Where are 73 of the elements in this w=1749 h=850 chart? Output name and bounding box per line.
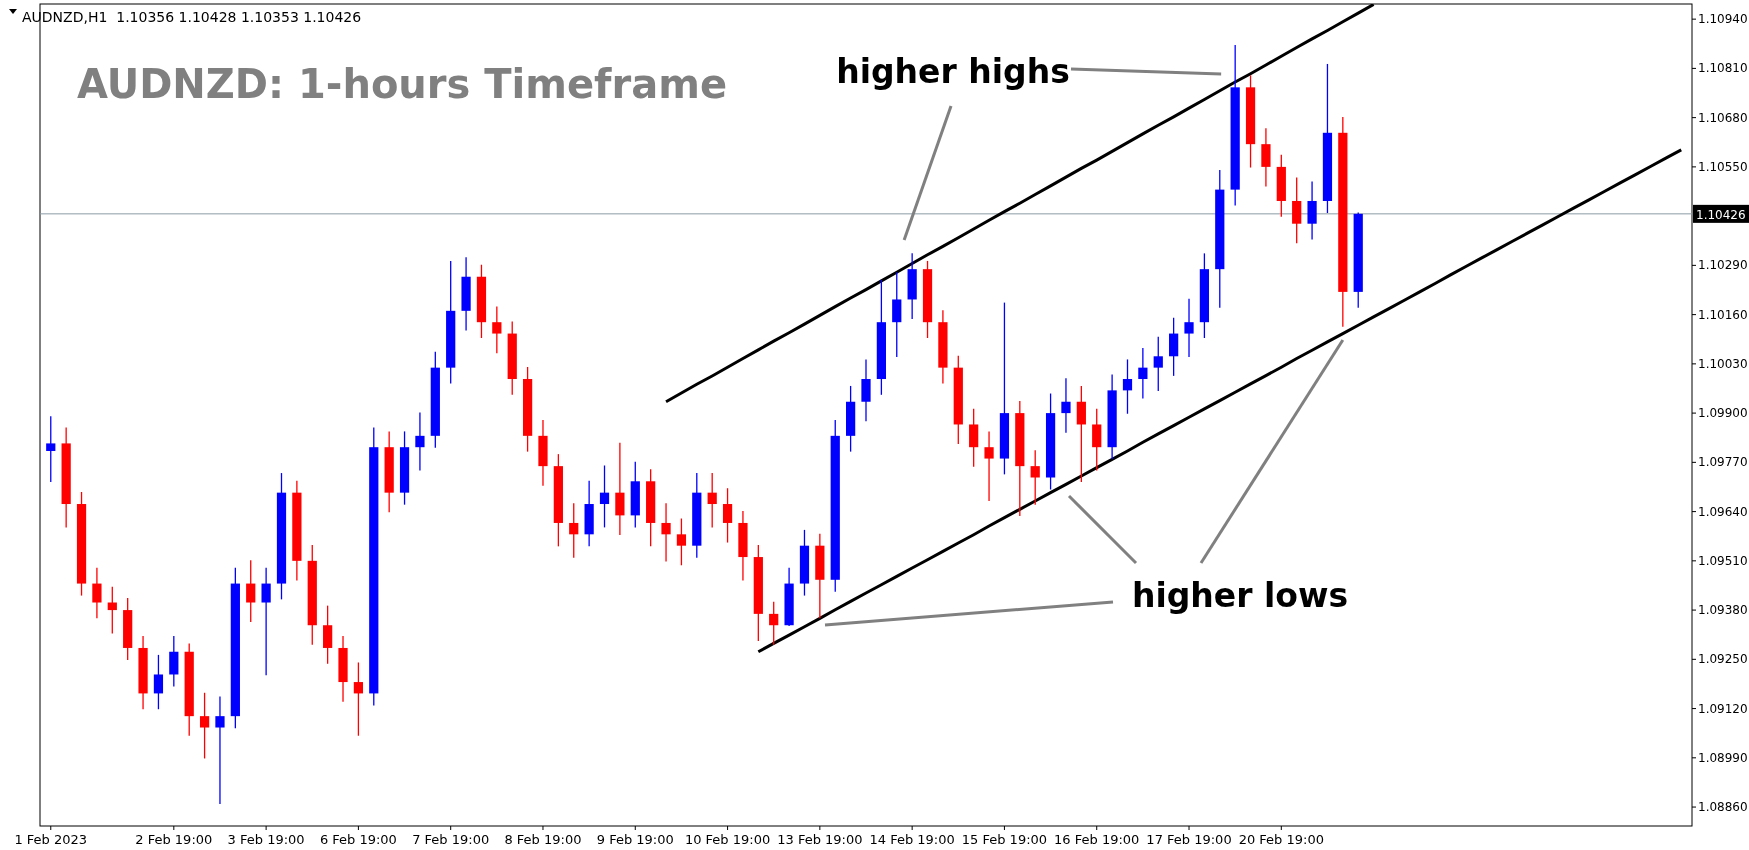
y-tick-label: 1.09510: [1698, 553, 1748, 568]
candlestick: [1184, 298, 1194, 357]
candlestick: [1169, 317, 1179, 376]
candlestick: [246, 560, 256, 623]
candlestick: [1061, 378, 1071, 433]
annotation: higher highs: [836, 52, 1070, 91]
candlestick: [1261, 128, 1271, 187]
y-tick-label: 1.09640: [1698, 504, 1748, 519]
x-tick-label: 9 Feb 19:00: [596, 832, 674, 847]
text: AUDNZD: 1-hours Timeframe: [76, 61, 728, 107]
x-tick-label: 8 Feb 19:00: [504, 832, 582, 847]
x-tick-label: 16 Feb 19:00: [1054, 832, 1140, 847]
candlestick: [415, 412, 425, 471]
y-tick-label: 1.09900: [1698, 406, 1748, 421]
x-tick-label: 20 Feb 19:00: [1238, 832, 1324, 847]
candlestick: [969, 408, 979, 467]
candlestick: [599, 465, 610, 528]
x-tick-label: 6 Feb 19:00: [319, 832, 397, 847]
candlestick: [1030, 450, 1040, 505]
candlestick: [661, 503, 671, 562]
candlestick: [199, 692, 210, 759]
candlestick: [1122, 359, 1133, 414]
y-tick-label: 1.08990: [1698, 750, 1748, 765]
line-series: [756, 148, 1683, 654]
y-tick-label: 1.10290: [1698, 258, 1748, 273]
candlestick: [153, 654, 164, 710]
candlestick: [1092, 408, 1102, 471]
x-tick-label: 13 Feb 19:00: [777, 832, 863, 847]
annotation: AUDNZD,H1 1.10356 1.10428 1.10353 1.10426: [22, 9, 362, 25]
y-tick-label: 1.10680: [1698, 110, 1748, 125]
x-tick-label: 7 Feb 19:00: [412, 832, 490, 847]
y-tick-label: 1.10030: [1698, 356, 1748, 371]
candlestick: [169, 635, 179, 687]
annotation: higher lows: [1131, 576, 1349, 615]
candlestick: [261, 567, 271, 676]
x-tick-label: 2 Feb 19:00: [135, 832, 213, 847]
candlestick: [323, 605, 333, 664]
x-tick-label: 14 Feb 19:00: [869, 832, 955, 847]
candlestick: [984, 431, 994, 501]
candlestick: [353, 662, 364, 736]
x-tick-label: 3 Feb 19:00: [227, 832, 305, 847]
x-tick-label: 15 Feb 19:00: [961, 832, 1048, 847]
y-tick-label: 1.09120: [1698, 701, 1748, 716]
x-tick-label: 10 Feb 19:00: [684, 832, 771, 847]
y-tick-label: 1.09250: [1698, 652, 1748, 667]
candlestick: [722, 488, 733, 543]
candlestick: [1153, 336, 1163, 392]
candlestick: [92, 567, 102, 619]
ref-line-label: 1.10426: [1696, 207, 1746, 222]
candlestick: [769, 601, 779, 645]
y-tick-label: 1.10810: [1698, 61, 1748, 76]
candlestick: [1076, 385, 1086, 482]
candlestick: [107, 586, 117, 634]
candlestick: [892, 272, 902, 357]
candlestick: [492, 306, 502, 354]
candlestick: [569, 503, 579, 558]
candlestick: [1138, 348, 1148, 399]
candlestick: [861, 359, 871, 422]
x-tick-label: 17 Feb 19:00: [1146, 832, 1232, 847]
x-tick-label: 1 Feb 2023: [14, 832, 88, 847]
candlestick: [615, 442, 625, 535]
y-tick-label: 1.10940: [1698, 12, 1748, 27]
candlestick: [46, 416, 56, 482]
y-tick-label: 1.08860: [1698, 800, 1748, 815]
candlestick: [215, 696, 225, 804]
y-tick-label: 1.10550: [1698, 159, 1748, 174]
y-tick-label: 1.10160: [1698, 307, 1748, 322]
y-tick-label: 1.09770: [1698, 455, 1748, 470]
y-tick-label: 1.09380: [1698, 603, 1748, 618]
candlestick: [1292, 177, 1302, 244]
candlestick: [676, 518, 687, 566]
candlestick: [707, 473, 717, 528]
candlestick: [1307, 181, 1317, 240]
